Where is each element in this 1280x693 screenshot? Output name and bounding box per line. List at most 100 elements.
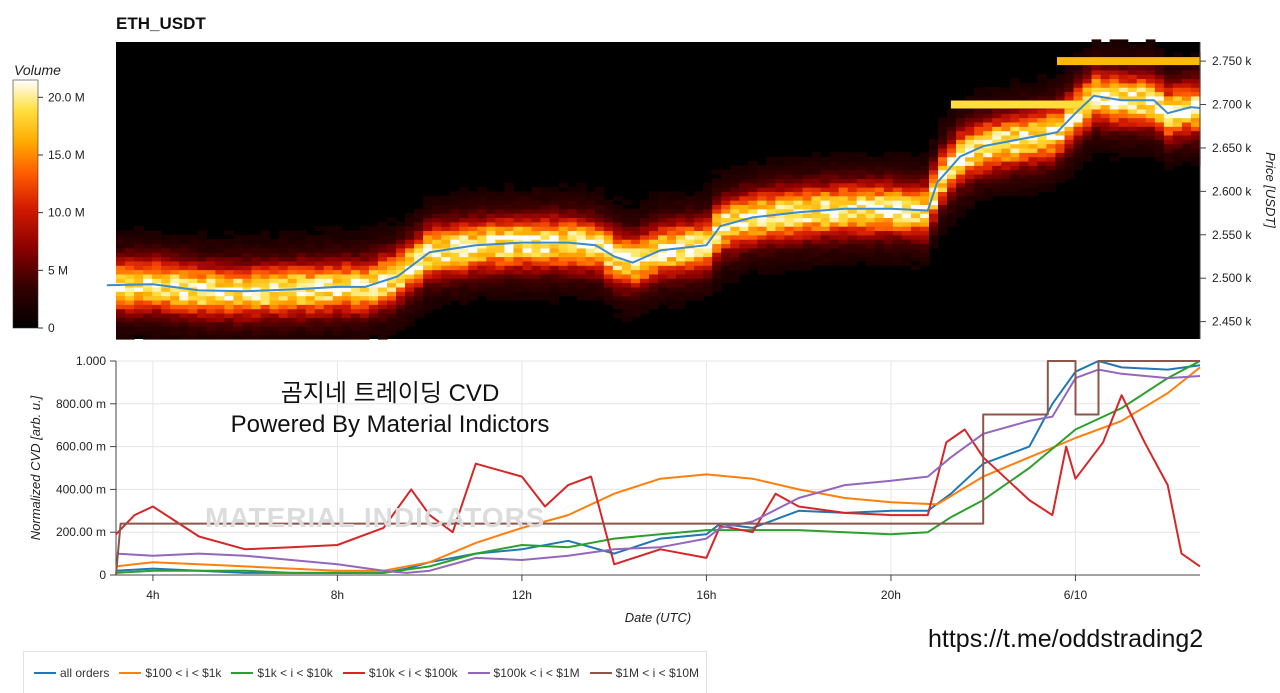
heatmap-cell [992,160,1002,166]
heatmap-cell [116,247,126,253]
heatmap-cell [197,291,207,297]
heatmap-cell [405,256,415,262]
heatmap-cell [847,187,858,192]
heatmap-cell [179,282,189,288]
heatmap-cell [956,143,966,149]
heatmap-cell [874,260,885,266]
heatmap-cell [251,282,262,288]
heatmap-cell [667,291,677,297]
heatmap-cell [450,273,460,279]
heatmap-cell [504,286,515,292]
heatmap-cell [730,243,740,249]
heatmap-cell [757,169,767,175]
heatmap-cell [983,165,993,171]
heatmap-cell [919,200,930,205]
heatmap-cell [341,308,352,314]
heatmap-cell [134,230,144,236]
heatmap-cell [459,252,469,258]
heatmap-cell [1136,152,1147,158]
telegram-url[interactable]: https://t.me/oddstrading2 [928,625,1204,653]
heatmap-cell [820,160,831,166]
legend-item[interactable]: $100 < i < $1k [119,666,221,680]
heatmap-cell [296,243,307,249]
heatmap-cell [576,295,587,301]
heatmap-cell [630,247,641,253]
heatmap-cell [287,243,298,249]
heatmap-cell [269,269,280,275]
heatmap-cell [1055,152,1066,158]
heatmap-cell [1019,182,1029,188]
heatmap-cell [341,260,352,266]
heatmap-cell [658,226,668,232]
heatmap-cell [287,230,298,236]
heatmap-cell [1019,87,1029,93]
heatmap-cell [1082,65,1093,71]
heatmap-cell [965,147,975,153]
heatmap-cell [658,278,668,284]
heatmap-cell [567,273,578,279]
heatmap-cell [405,243,415,249]
heatmap-cell [1046,169,1057,175]
heatmap-cell [305,269,316,275]
heatmap-cell [847,213,858,219]
heatmap-cell [287,239,298,245]
heatmap-cell [332,299,343,305]
heatmap-cell [387,299,397,305]
heatmap-cell [965,160,975,166]
heatmap-cell [630,256,641,262]
heatmap-cell [757,230,767,236]
heatmap-cell [1100,52,1111,58]
heatmap-cell [423,208,433,214]
heatmap-cell [206,295,216,301]
heatmap-cell [1181,78,1192,84]
heatmap-cell [739,230,749,236]
heatmap-cell [188,317,198,323]
heatmap-cell [847,230,858,236]
heatmap-cell [648,256,659,262]
heatmap-cell [748,187,758,192]
heatmap-cell [901,169,912,175]
legend-item[interactable]: all orders [34,666,109,680]
heatmap-cell [260,291,271,297]
heatmap-cell [296,308,307,314]
heatmap-cell [368,291,379,297]
heatmap-cell [405,321,415,327]
heatmap-cell [639,204,650,210]
heatmap-cell [802,174,813,179]
heatmap-cell [558,191,569,197]
heatmap-cell [197,230,207,236]
heatmap-cell [233,330,244,336]
legend-item[interactable]: $1k < i < $10k [231,666,333,680]
heatmap-cell [504,247,515,253]
heatmap-cell [513,252,524,258]
heatmap-cell [377,273,388,279]
heatmap-cell [1028,82,1038,88]
heatmap-cell [802,252,813,258]
heatmap-cell [233,286,244,292]
heatmap-cell [603,200,614,205]
heatmap-cell [188,308,198,314]
heatmap-cell [694,221,704,227]
heatmap-cell [296,265,307,271]
heatmap-cell [956,113,966,119]
heatmap-cell [251,269,262,275]
heatmap-cell [197,304,207,310]
heatmap-cell [603,299,614,305]
heatmap-cell [919,247,930,253]
heatmap-cell [730,273,740,279]
heatmap-cell [1181,69,1192,75]
heatmap-cell [432,230,442,236]
heatmap-cell [504,191,515,197]
legend-item[interactable]: $1M < i < $10M [589,666,699,680]
heatmap-cell [305,321,316,327]
heatmap-cell [667,286,677,292]
heatmap-cell [883,174,894,179]
heatmap-cell [775,182,786,188]
heatmap-cell [766,269,777,275]
legend-item[interactable]: $100k < i < $1M [467,666,580,680]
heatmap-cell [486,234,496,240]
legend-item[interactable]: $10k < i < $100k [342,666,458,680]
heatmap-cell [540,295,551,301]
heatmap-cell [748,182,758,188]
heatmap-cell [838,230,849,236]
